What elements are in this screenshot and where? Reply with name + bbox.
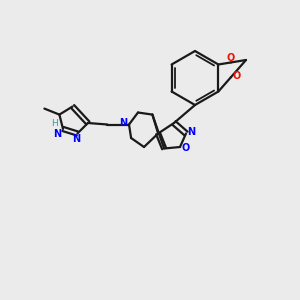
Text: O: O (233, 71, 241, 81)
Text: N: N (72, 134, 80, 144)
Text: N: N (53, 129, 61, 139)
Text: O: O (227, 53, 235, 63)
Text: H: H (51, 118, 57, 127)
Text: N: N (187, 127, 196, 137)
Text: N: N (119, 118, 128, 128)
Text: O: O (182, 143, 190, 153)
